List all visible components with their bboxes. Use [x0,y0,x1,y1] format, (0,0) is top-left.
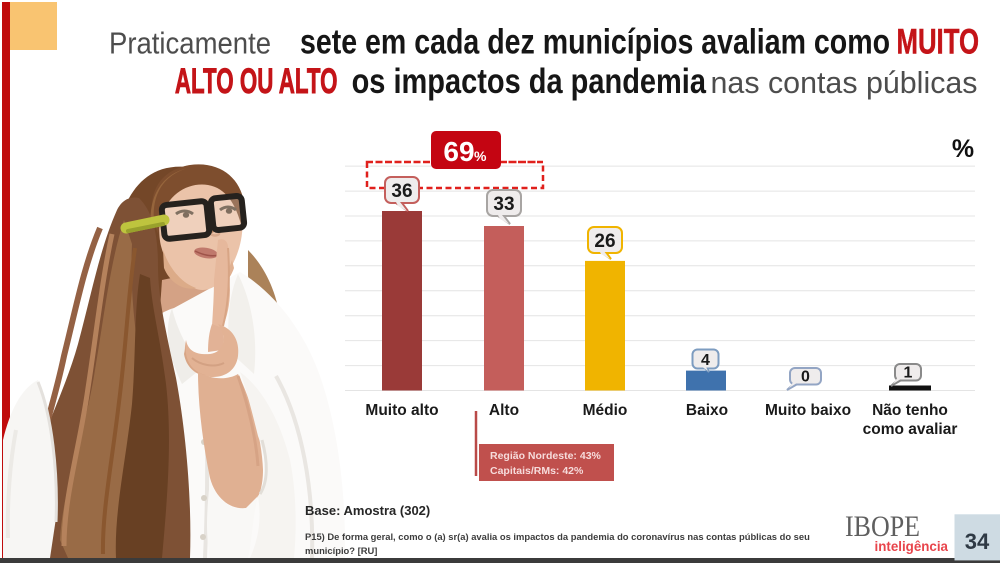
svg-text:Não tenho: Não tenho [872,402,948,419]
svg-text:IBOPE: IBOPE [845,510,920,543]
svg-text:sete em cada dez municípios av: sete em cada dez municípios avaliam como [300,23,890,62]
svg-text:36: 36 [391,181,412,202]
svg-text:MUITO: MUITO [897,23,980,62]
svg-text:Muito alto: Muito alto [365,402,438,419]
svg-text:como avaliar: como avaliar [863,421,958,438]
svg-text:Médio: Médio [583,402,628,419]
svg-text:ALTO OU ALTO: ALTO OU ALTO [175,62,338,101]
svg-text:Baixo: Baixo [686,402,728,419]
svg-text:33: 33 [493,194,514,215]
svg-text:26: 26 [594,231,615,252]
svg-text:nas contas públicas: nas contas públicas [711,65,978,100]
svg-text:Praticamente: Praticamente [109,26,271,61]
svg-text:os impactos da pandemia: os impactos da pandemia [352,62,707,101]
svg-text:69: 69 [443,136,474,167]
svg-text:34: 34 [965,529,990,554]
svg-text:%: % [952,135,974,163]
svg-text:%: % [474,148,487,164]
svg-text:Região Nordeste: 43%: Região Nordeste: 43% [490,450,602,462]
svg-text:Alto: Alto [489,402,519,419]
svg-text:0: 0 [801,369,810,386]
svg-text:4: 4 [701,352,710,369]
svg-text:Muito baixo: Muito baixo [765,402,851,419]
svg-text:1: 1 [904,365,913,382]
svg-text:inteligência: inteligência [875,539,949,554]
svg-text:Capitais/RMs: 42%: Capitais/RMs: 42% [490,465,584,477]
